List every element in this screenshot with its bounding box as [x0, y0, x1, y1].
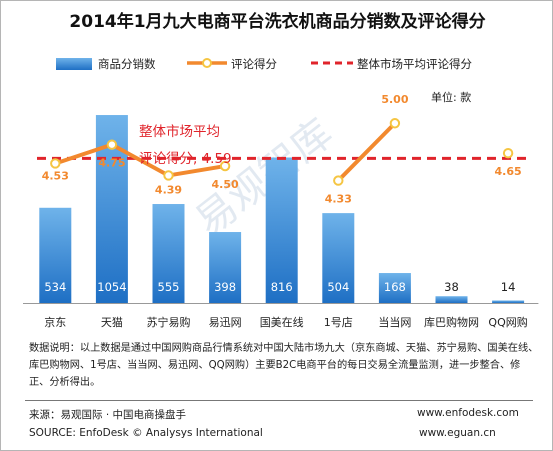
x-tick-label-3: 易迅网	[209, 316, 242, 329]
bar-7	[435, 296, 468, 303]
data-note: 数据说明：以上数据是通过中国网购商品行情系统对中国大陆市场九大（京东商城、天猫、…	[29, 343, 539, 388]
legend-bar-label: 商品分销数	[98, 57, 156, 71]
bar-value-label-5: 504	[327, 280, 349, 294]
x-tick-label-8: QQ网购	[488, 315, 527, 329]
website-enfodesk: www.enfodesk.com	[417, 407, 519, 419]
market-average-annotation-line1: 整体市场平均	[139, 124, 220, 140]
score-point-3	[219, 160, 231, 172]
score-labels: 4.53 4.75 4.39 4.50 4.33 5.00 4.65	[42, 93, 522, 205]
score-label-8: 4.65	[495, 165, 522, 178]
bar-value-label-3: 398	[214, 280, 236, 294]
unit-label: 单位: 款	[431, 91, 472, 104]
score-label-0: 4.53	[42, 169, 69, 182]
score-point-2	[163, 170, 174, 181]
score-label-1: 4.75	[98, 157, 125, 170]
bar-4	[265, 157, 298, 303]
x-tick-label-1: 天猫	[101, 316, 123, 329]
chart-plot: 534 1054 555 398 816 504 168 38 14 4.534.754.39 4…	[23, 93, 539, 329]
source-english: SOURCE: EnfoDesk © Analysys Internationa…	[29, 427, 263, 439]
bar-value-label-8: 14	[501, 280, 516, 294]
bar-value-label-7: 38	[444, 280, 459, 294]
footer-divider	[25, 400, 533, 401]
bar-value-label-0: 534	[44, 280, 66, 294]
website-eguan: www.eguan.cn	[419, 427, 496, 439]
legend-bar-swatch	[56, 58, 92, 70]
legend-swatches	[187, 58, 353, 68]
bar-5	[322, 213, 355, 303]
source-chinese: 来源：易观国际 · 中国电商操盘手	[29, 409, 187, 421]
bar-value-label-6: 168	[384, 280, 406, 294]
chart-title: 2014年1月九大电商平台洗衣机商品分销数及评论得分	[69, 12, 486, 32]
market-average-annotation-line2: 评论得分, 4.59	[139, 151, 232, 167]
score-point-8	[502, 148, 514, 159]
bar-8	[492, 300, 525, 303]
score-point-0	[50, 158, 61, 169]
x-tick-label-7: 库巴购物网	[424, 315, 479, 329]
score-point-6	[389, 118, 401, 129]
bar-value-label-4: 816	[271, 280, 293, 294]
bar-6	[378, 273, 411, 303]
x-tick-label-6: 当当网	[378, 315, 411, 329]
x-tick-label-4: 国美在线	[260, 315, 304, 329]
score-label-3: 4.50	[212, 178, 239, 191]
x-tick-label-2: 苏宁易购	[147, 315, 191, 329]
bar-3	[209, 232, 242, 303]
x-axis-labels: 京东 天猫 苏宁易购 易迅网 国美在线 1号店 当当网 库巴购物网 QQ网购	[44, 315, 527, 329]
score-line-segment-0	[54, 142, 226, 178]
score-label-2: 4.39	[155, 183, 182, 196]
score-label-6: 5.00	[381, 93, 408, 106]
legend: 商品分销数 评论得分 整体市场平均评论得分	[1, 1, 553, 71]
x-tick-label-0: 京东	[44, 315, 66, 329]
legend-market-label: 整体市场平均评论得分	[357, 57, 472, 71]
x-tick-label-5: 1号店	[324, 315, 353, 329]
score-label-5: 4.33	[325, 193, 352, 206]
score-line-segment-1	[336, 121, 397, 182]
score-point-5	[333, 175, 344, 186]
bar-value-label-1: 1054	[97, 280, 126, 294]
bar-0	[39, 207, 72, 303]
bar-2	[152, 204, 185, 303]
legend-line-label: 评论得分	[231, 57, 277, 71]
score-point-1	[106, 139, 118, 150]
score-series	[50, 118, 514, 186]
legend-line-marker	[202, 58, 212, 68]
bar-value-label-2: 555	[158, 280, 180, 294]
